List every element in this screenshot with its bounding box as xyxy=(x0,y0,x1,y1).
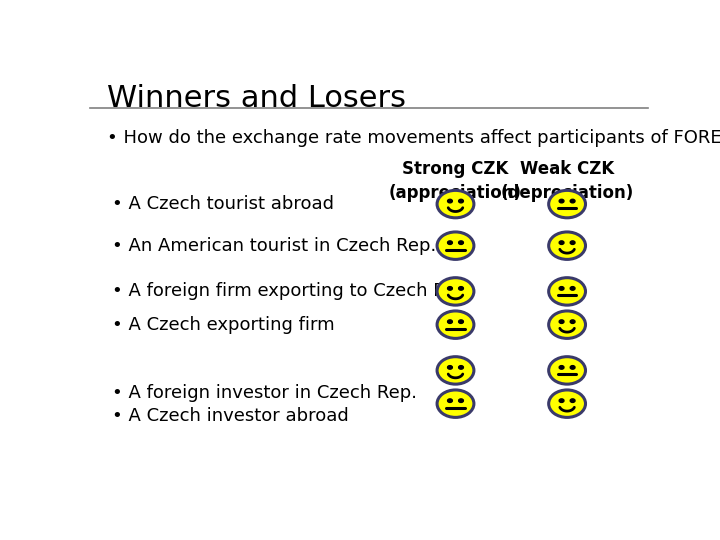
Circle shape xyxy=(559,199,564,203)
Circle shape xyxy=(549,191,585,218)
Circle shape xyxy=(448,199,452,203)
Circle shape xyxy=(448,399,452,402)
Text: • A foreign firm exporting to Czech Rep.: • A foreign firm exporting to Czech Rep. xyxy=(112,282,474,300)
Circle shape xyxy=(559,399,564,402)
Text: • A Czech exporting firm: • A Czech exporting firm xyxy=(112,316,335,334)
Circle shape xyxy=(559,366,564,369)
Circle shape xyxy=(448,287,452,290)
Text: Strong CZK
(appreciation): Strong CZK (appreciation) xyxy=(389,160,522,202)
Circle shape xyxy=(459,199,464,203)
Circle shape xyxy=(448,241,452,245)
Circle shape xyxy=(437,311,474,339)
Circle shape xyxy=(459,399,464,402)
Text: Weak CZK
(depreciation): Weak CZK (depreciation) xyxy=(500,160,634,202)
Text: • A Czech investor abroad: • A Czech investor abroad xyxy=(112,407,349,425)
Circle shape xyxy=(549,278,585,305)
Circle shape xyxy=(459,241,464,245)
Circle shape xyxy=(459,287,464,290)
Circle shape xyxy=(570,199,575,203)
Circle shape xyxy=(448,366,452,369)
Circle shape xyxy=(549,390,585,417)
Text: • A Czech tourist abroad: • A Czech tourist abroad xyxy=(112,195,334,213)
Circle shape xyxy=(570,366,575,369)
Text: • A foreign investor in Czech Rep.: • A foreign investor in Czech Rep. xyxy=(112,384,418,402)
Circle shape xyxy=(549,357,585,384)
Circle shape xyxy=(437,278,474,305)
Circle shape xyxy=(559,320,564,323)
Circle shape xyxy=(559,241,564,245)
Circle shape xyxy=(570,320,575,323)
Circle shape xyxy=(437,390,474,417)
Circle shape xyxy=(437,357,474,384)
Text: • How do the exchange rate movements affect participants of FOREX?: • How do the exchange rate movements aff… xyxy=(107,129,720,147)
Circle shape xyxy=(570,287,575,290)
Circle shape xyxy=(459,320,464,323)
Text: Winners and Losers: Winners and Losers xyxy=(107,84,406,112)
Circle shape xyxy=(570,399,575,402)
Circle shape xyxy=(448,320,452,323)
Circle shape xyxy=(549,232,585,259)
Circle shape xyxy=(437,191,474,218)
Circle shape xyxy=(437,232,474,259)
Text: • An American tourist in Czech Rep.: • An American tourist in Czech Rep. xyxy=(112,237,436,255)
Circle shape xyxy=(549,311,585,339)
Circle shape xyxy=(459,366,464,369)
Circle shape xyxy=(559,287,564,290)
Circle shape xyxy=(570,241,575,245)
